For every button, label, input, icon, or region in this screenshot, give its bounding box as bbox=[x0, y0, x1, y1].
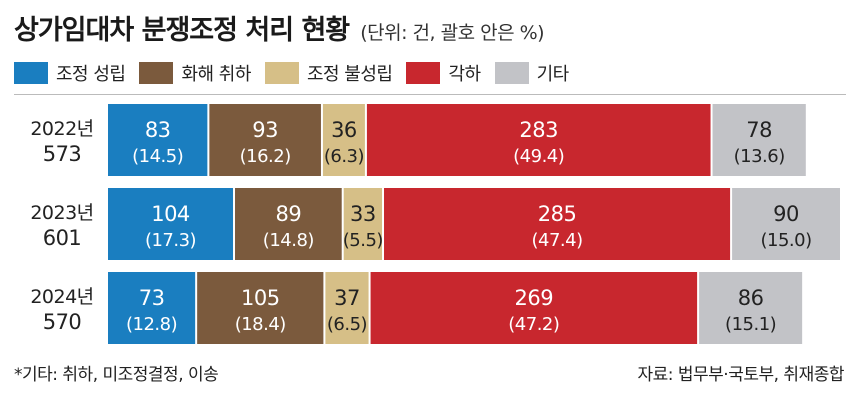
legend-item: 기타 bbox=[494, 60, 570, 86]
bar-value-label: 73 bbox=[139, 286, 165, 310]
category-total: 601 bbox=[43, 226, 82, 250]
bar-segment bbox=[197, 272, 324, 344]
source-note: 자료: 법무부·국토부, 취재종합 bbox=[637, 365, 844, 385]
category-total: 573 bbox=[43, 142, 82, 166]
bar-segment bbox=[108, 188, 234, 260]
bar-segment bbox=[343, 188, 383, 260]
bar-value-label: 105 bbox=[241, 286, 280, 310]
bar-value-label: 78 bbox=[746, 118, 772, 142]
bar-percent-label: (5.5) bbox=[343, 230, 383, 251]
legend-label: 각하 bbox=[448, 64, 481, 85]
bar-percent-label: (15.1) bbox=[725, 314, 776, 335]
legend-label: 화해 취하 bbox=[181, 64, 251, 85]
bar-percent-label: (14.5) bbox=[132, 146, 183, 167]
bar-percent-label: (47.4) bbox=[531, 230, 582, 251]
bar-percent-label: (47.2) bbox=[508, 314, 559, 335]
bar-value-label: 90 bbox=[773, 202, 799, 226]
bar-segment bbox=[108, 272, 196, 344]
bar-segment bbox=[209, 104, 321, 176]
bar-value-label: 269 bbox=[515, 286, 554, 310]
bar-value-label: 33 bbox=[350, 202, 376, 226]
legend-label: 조정 불성립 bbox=[306, 64, 393, 85]
bar-percent-label: (16.2) bbox=[240, 146, 291, 167]
legend-item: 조정 성립 bbox=[14, 60, 126, 86]
bar-percent-label: (6.5) bbox=[327, 314, 367, 335]
bar-percent-label: (14.8) bbox=[263, 230, 314, 251]
legend-swatch bbox=[14, 62, 48, 84]
legend-swatch bbox=[139, 62, 174, 84]
bar-percent-label: (17.3) bbox=[145, 230, 196, 251]
category-label: 2023년 bbox=[30, 202, 93, 224]
bar-segment bbox=[322, 104, 365, 176]
bar-percent-label: (15.0) bbox=[760, 230, 811, 251]
legend-item: 각하 bbox=[406, 60, 481, 86]
bar-segment bbox=[699, 272, 803, 344]
bar-value-label: 37 bbox=[334, 286, 360, 310]
legend-label: 기타 bbox=[536, 64, 570, 85]
unit-note: (단위: 건, 괄호 안은 %) bbox=[360, 22, 545, 44]
category-total: 570 bbox=[43, 310, 82, 334]
legend-swatch bbox=[264, 62, 299, 84]
legend-label: 조정 성립 bbox=[56, 64, 126, 85]
category-label: 2024년 bbox=[30, 286, 93, 308]
bar-segment bbox=[370, 272, 698, 344]
category-label: 2022년 bbox=[30, 118, 93, 140]
bar-percent-label: (18.4) bbox=[235, 314, 286, 335]
bar-value-label: 283 bbox=[519, 118, 558, 142]
bar-value-label: 285 bbox=[538, 202, 577, 226]
legend-item: 조정 불성립 bbox=[264, 60, 393, 86]
title-divider bbox=[14, 94, 846, 95]
bar-segment bbox=[732, 188, 840, 260]
title-row: 상가임대차 분쟁조정 처리 현황 (단위: 건, 괄호 안은 %) bbox=[14, 8, 545, 47]
bar-percent-label: (13.6) bbox=[734, 146, 785, 167]
bar-segment bbox=[325, 272, 369, 344]
bar-segment bbox=[712, 104, 806, 176]
legend: 조정 성립 화해 취하 조정 불성립 각하 기타 bbox=[14, 60, 583, 86]
bar-value-label: 89 bbox=[275, 202, 301, 226]
bar-percent-label: (12.8) bbox=[126, 314, 177, 335]
bar-value-label: 86 bbox=[738, 286, 764, 310]
bar-segment bbox=[235, 188, 342, 260]
legend-swatch bbox=[494, 62, 529, 84]
bar-percent-label: (49.4) bbox=[513, 146, 564, 167]
footnote: *기타: 취하, 미조정결정, 이송 bbox=[14, 365, 219, 385]
bar-percent-label: (6.3) bbox=[324, 146, 364, 167]
chart-title: 상가임대차 분쟁조정 처리 현황 bbox=[14, 15, 350, 46]
bar-segment bbox=[384, 188, 731, 260]
bar-value-label: 36 bbox=[331, 118, 357, 142]
bar-segment bbox=[108, 104, 208, 176]
legend-swatch bbox=[406, 62, 441, 84]
legend-item: 화해 취하 bbox=[139, 60, 251, 86]
bar-value-label: 83 bbox=[145, 118, 171, 142]
bar-segment bbox=[366, 104, 711, 176]
bar-value-label: 104 bbox=[151, 202, 190, 226]
bar-value-label: 93 bbox=[252, 118, 278, 142]
